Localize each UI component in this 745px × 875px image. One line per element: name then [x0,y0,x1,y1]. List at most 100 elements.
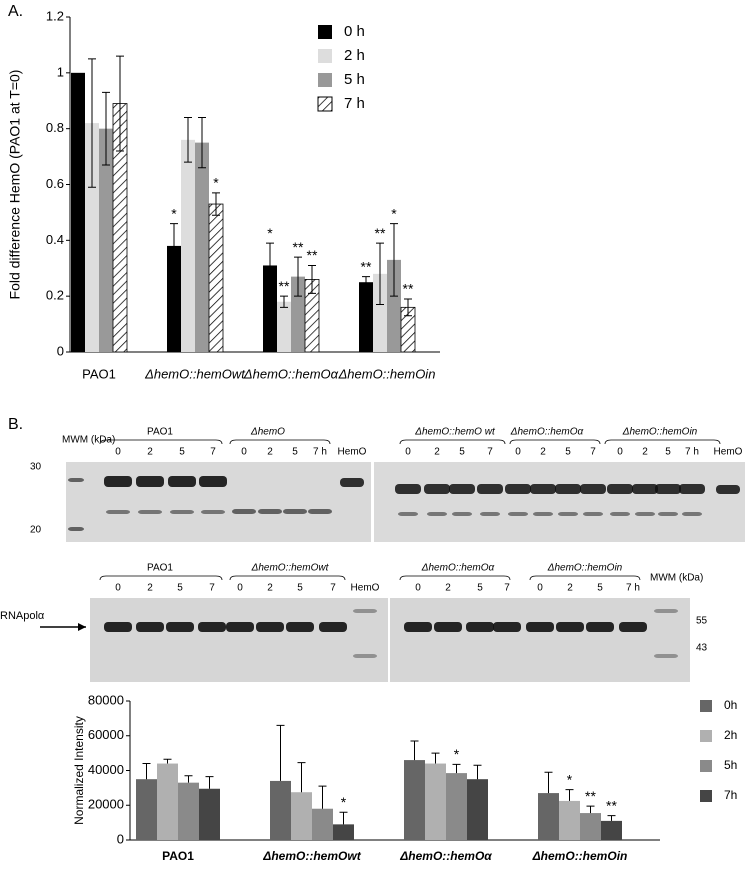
error-bar [404,298,412,317]
mw-label: 20 [30,525,42,536]
y-tick-label: 0.8 [46,120,64,135]
lane-label: 7 [504,583,510,594]
y-tick-label: 40000 [88,762,124,777]
annotation: ** [307,247,318,263]
y-tick-label: 0.6 [46,176,64,191]
blot-band [654,609,678,613]
blot-band [655,484,681,494]
lane-label: 2 [567,583,573,594]
mw-label: 30 [30,462,42,473]
blot-band [395,484,421,494]
bar [601,820,622,840]
blot-band [283,509,307,514]
blot-band [477,484,503,494]
lane-label: 7 [330,583,336,594]
bracket [99,439,223,445]
bar [373,273,387,352]
error-bar [339,811,348,825]
lane-label: 5 [477,583,483,594]
blot-band [530,484,556,494]
y-tick-label: 80000 [88,692,124,707]
y-axis-label: Normalized Intensity [72,716,86,825]
bar [178,782,199,840]
blot-band [679,484,705,494]
y-tick-label: 0.2 [46,288,64,303]
error-bar [410,740,419,761]
group-label: ΔhemO::hemOin [547,563,623,574]
y-tick-label: 1 [57,64,64,79]
blot-band [434,622,462,632]
y-tick-label: 0.4 [46,232,64,247]
error-bar [184,775,193,783]
lane-label: 7 [209,583,215,594]
panel-label: B. [8,416,23,433]
bar [467,779,488,840]
bracket [99,575,223,581]
bar [208,203,224,353]
bar [559,800,580,840]
bar [425,763,446,840]
error-bar [308,264,316,294]
bar [291,276,305,352]
lane-label: 0 [415,583,421,594]
error-bar [362,276,370,289]
bar [580,813,601,840]
lane-label: 2 [445,583,451,594]
bracket [399,439,506,445]
blot-band [138,510,162,514]
blot-band [505,484,531,494]
blot-band [427,512,447,516]
lane-label: 0 [115,583,121,594]
bar [538,793,559,840]
group-label: PAO1 [147,427,173,438]
lane-label: 2 [434,447,440,458]
error-bar [318,785,327,809]
x-tick-label: ΔhemO::hemOin [338,366,436,381]
bracket [604,439,721,445]
lane-label: 7 h [313,447,327,458]
blot-band [106,510,130,514]
blot-band [170,510,194,514]
error-bar [473,764,482,780]
blot-band [632,484,658,494]
blot-band [404,622,432,632]
bar [85,123,99,352]
error-bar [297,762,306,793]
legend-label: 5h [724,758,737,772]
bracket [229,575,346,581]
y-tick-label: 0 [57,343,64,358]
error-bar [212,192,220,216]
blot-band [286,622,314,632]
group-label: ΔhemO [250,427,285,438]
error-bar [170,223,178,269]
group-label: ΔhemO::hemO wt [414,427,496,438]
annotation: ** [403,281,414,297]
mw-label: MWM (kDa) [650,573,703,584]
blot-image [66,462,371,542]
legend-label: 7h [724,788,737,802]
lane-label: 5 [597,583,603,594]
blot-band [104,476,132,487]
bar [387,259,401,352]
annotation: ** [361,258,372,274]
lane-label: HemO [714,447,743,458]
lane-label: 5 [459,447,465,458]
blot-band [508,512,528,516]
error-bar [205,776,214,789]
x-tick-label: ΔhemO::hemOα [243,366,339,381]
error-bar [276,724,285,781]
mw-label: 55 [696,616,708,627]
error-bar [565,789,574,801]
lane-label: 0 [537,583,543,594]
blot-image [390,598,690,682]
group-label: ΔhemO::hemOα [510,427,584,438]
arrow-head [78,623,86,631]
y-tick-label: 1.2 [46,8,64,23]
blot-image [374,462,745,542]
target-label: RNApolα [0,610,45,622]
bar [446,773,467,840]
panel-label: A. [8,3,23,20]
lane-label: 0 [617,447,623,458]
lane-label: 2 [267,583,273,594]
